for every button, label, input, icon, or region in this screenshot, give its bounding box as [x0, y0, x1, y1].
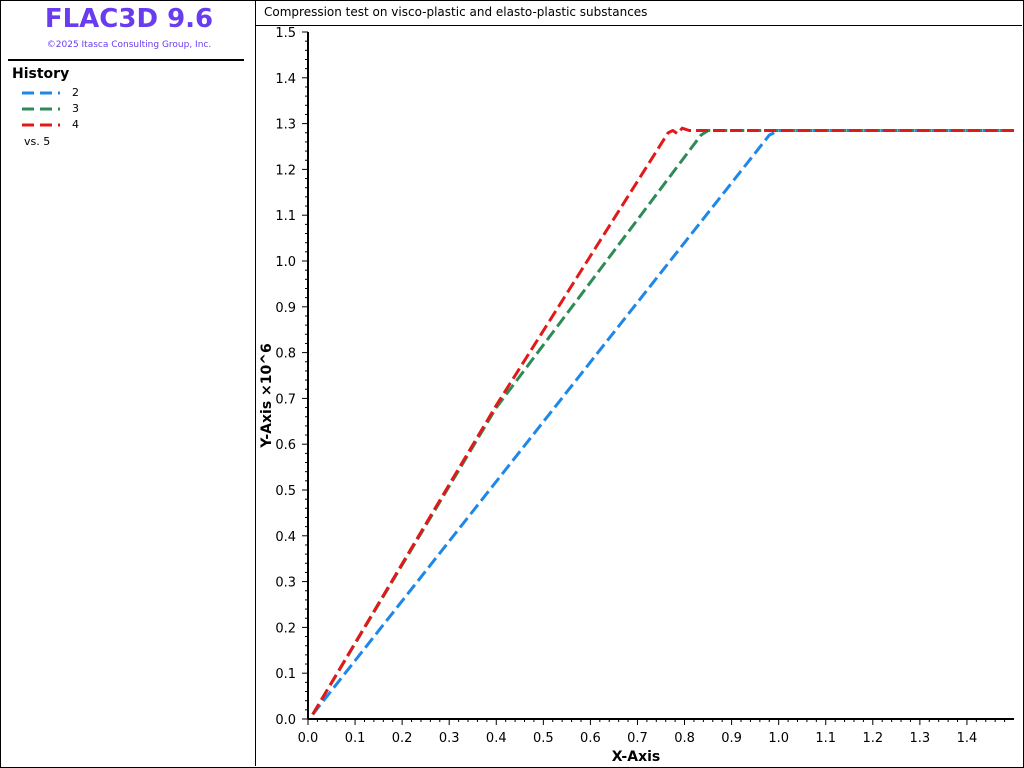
series-line-4 [311, 126, 1014, 716]
x-tick-label: 0.0 [298, 731, 319, 746]
x-tick-label: 0.6 [580, 731, 601, 746]
y-tick-label: 0.0 [275, 713, 296, 728]
x-tick-label: 0.3 [439, 731, 460, 746]
x-tick-label: 0.5 [533, 731, 554, 746]
copyright-text: ©2025 Itasca Consulting Group, Inc. [46, 40, 212, 50]
legend-panel: FLAC3D 9.6 ©2025 Itasca Consulting Group… [0, 0, 256, 766]
legend-label: 4 [72, 118, 79, 131]
chart-area: 0.0 0.1 0.2 0.3 0.4 0.5 0.6 0.7 0.8 0.9 1.0 1.1 1.2 1… [259, 26, 1014, 765]
legend-label: 2 [72, 86, 79, 99]
app-title: FLAC3D 9.6 [44, 4, 214, 34]
x-tick-label: 1.4 [957, 731, 978, 746]
y-tick-label: 0.2 [275, 621, 296, 636]
y-tick-label: 1.5 [275, 26, 296, 41]
y-tick-label: 0.6 [275, 438, 296, 453]
x-tick-label: 1.0 [768, 731, 789, 746]
divider [8, 59, 244, 61]
y-tick-label: 1.1 [275, 209, 296, 224]
divider [256, 25, 1022, 26]
y-tick-label: 0.8 [275, 347, 296, 362]
y-tick-label: 0.4 [275, 530, 296, 545]
y-tick-label: 1.2 [275, 163, 296, 178]
x-tick-label: 0.1 [345, 731, 366, 746]
x-tick-label: 1.1 [815, 731, 836, 746]
y-tick-label: 0.9 [275, 301, 296, 316]
x-tick-label: 1.2 [862, 731, 883, 746]
y-tick-label: 0.1 [275, 667, 296, 682]
y-tick-label: 0.7 [275, 392, 296, 407]
legend-label: 3 [72, 102, 79, 115]
y-tick-label: 0.5 [275, 484, 296, 499]
x-tick-label: 0.4 [486, 731, 507, 746]
y-tick-label: 1.3 [275, 118, 296, 133]
y-axis-label: Y-Axis ×10^6 [259, 343, 275, 448]
legend-title: History [12, 66, 70, 82]
x-tick-label: 0.2 [392, 731, 413, 746]
chart-title: Compression test on visco-plastic and el… [264, 5, 648, 19]
x-tick-label: 0.8 [674, 731, 695, 746]
series-line-2 [311, 129, 1014, 716]
legend-line-swatch [22, 107, 60, 111]
legend-line-swatch [22, 123, 60, 127]
x-variable-label: vs. 5 [24, 135, 51, 148]
y-tick-label: 0.3 [275, 576, 296, 591]
x-tick-label: 1.3 [910, 731, 931, 746]
x-tick-label: 0.7 [627, 731, 648, 746]
series-line-3 [311, 129, 1014, 716]
x-axis-label: X-Axis [612, 749, 660, 765]
legend-line-swatch [22, 91, 60, 95]
y-tick-label: 1.4 [275, 72, 296, 87]
y-tick-label: 1.0 [275, 255, 296, 270]
x-tick-label: 0.9 [721, 731, 742, 746]
